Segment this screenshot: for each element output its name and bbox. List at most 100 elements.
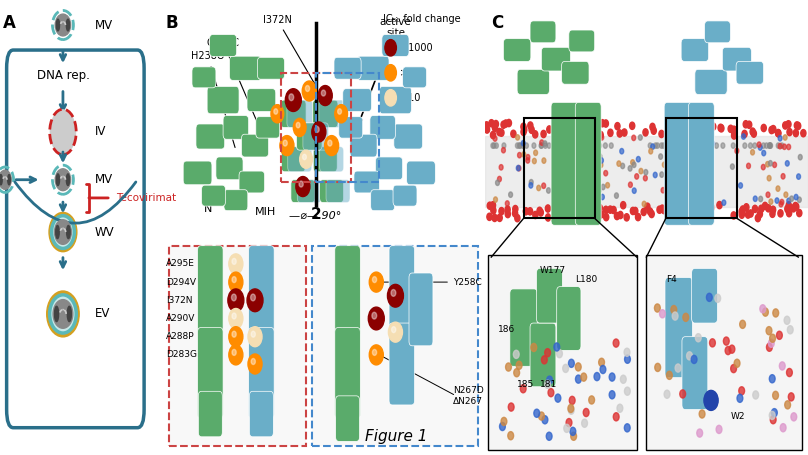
Circle shape: [744, 204, 749, 211]
Circle shape: [751, 150, 755, 155]
Circle shape: [686, 143, 690, 148]
Circle shape: [644, 170, 648, 175]
Circle shape: [667, 152, 671, 157]
FancyBboxPatch shape: [722, 47, 751, 71]
Circle shape: [789, 196, 793, 202]
Circle shape: [553, 343, 560, 351]
Circle shape: [392, 327, 396, 333]
FancyBboxPatch shape: [258, 57, 284, 79]
Circle shape: [598, 131, 604, 139]
Text: 185: 185: [517, 380, 534, 389]
Circle shape: [674, 132, 679, 140]
Circle shape: [312, 122, 326, 142]
Ellipse shape: [67, 306, 71, 322]
Circle shape: [786, 121, 791, 128]
Circle shape: [768, 339, 774, 347]
Circle shape: [515, 214, 520, 222]
Circle shape: [764, 143, 768, 148]
Circle shape: [325, 136, 339, 156]
Circle shape: [604, 206, 608, 213]
Circle shape: [487, 213, 492, 221]
Circle shape: [672, 175, 676, 181]
Circle shape: [547, 126, 552, 133]
Circle shape: [582, 166, 586, 172]
Circle shape: [649, 148, 653, 154]
Circle shape: [752, 205, 758, 212]
FancyBboxPatch shape: [169, 246, 306, 446]
FancyBboxPatch shape: [201, 185, 225, 206]
FancyBboxPatch shape: [250, 391, 273, 437]
Circle shape: [489, 120, 494, 127]
Circle shape: [653, 172, 657, 178]
Circle shape: [732, 130, 737, 137]
Circle shape: [766, 192, 770, 197]
Circle shape: [759, 205, 764, 212]
Circle shape: [521, 123, 526, 131]
Circle shape: [686, 143, 690, 148]
Circle shape: [797, 197, 802, 202]
Circle shape: [274, 109, 278, 114]
Circle shape: [577, 128, 582, 135]
Text: B: B: [166, 14, 179, 32]
Circle shape: [731, 132, 737, 139]
Circle shape: [699, 410, 705, 418]
Circle shape: [516, 135, 520, 140]
Circle shape: [654, 304, 660, 312]
Circle shape: [492, 124, 498, 131]
Circle shape: [659, 154, 663, 159]
FancyBboxPatch shape: [335, 246, 360, 337]
Circle shape: [784, 192, 788, 197]
Circle shape: [604, 120, 608, 127]
Ellipse shape: [56, 226, 59, 238]
Circle shape: [609, 143, 613, 148]
Circle shape: [753, 143, 757, 148]
FancyBboxPatch shape: [695, 69, 727, 95]
Circle shape: [784, 316, 790, 324]
Circle shape: [700, 122, 705, 130]
Circle shape: [645, 203, 650, 210]
Circle shape: [615, 193, 618, 198]
FancyBboxPatch shape: [320, 147, 343, 172]
Circle shape: [794, 194, 798, 200]
Circle shape: [668, 139, 672, 145]
Circle shape: [503, 120, 508, 127]
Circle shape: [633, 188, 636, 193]
Circle shape: [545, 214, 551, 221]
Circle shape: [388, 284, 403, 307]
Circle shape: [671, 305, 677, 313]
Circle shape: [762, 150, 766, 156]
Circle shape: [622, 129, 627, 136]
Circle shape: [617, 161, 621, 167]
Circle shape: [639, 168, 643, 174]
Circle shape: [531, 344, 537, 352]
Circle shape: [734, 359, 740, 367]
Circle shape: [335, 105, 347, 123]
Text: A288P: A288P: [166, 332, 194, 341]
Circle shape: [750, 128, 755, 135]
Circle shape: [509, 192, 512, 197]
Circle shape: [694, 143, 698, 148]
Circle shape: [599, 211, 604, 218]
Circle shape: [516, 143, 520, 148]
FancyBboxPatch shape: [380, 86, 411, 114]
Circle shape: [680, 126, 684, 133]
Circle shape: [782, 144, 786, 150]
Text: Tecovirimat: Tecovirimat: [116, 193, 176, 203]
Circle shape: [490, 202, 495, 209]
Circle shape: [753, 391, 759, 399]
Circle shape: [231, 294, 236, 301]
Circle shape: [621, 375, 626, 384]
Circle shape: [232, 331, 236, 337]
Circle shape: [617, 130, 622, 137]
Text: 186: 186: [498, 325, 515, 334]
Circle shape: [502, 143, 506, 148]
Circle shape: [786, 202, 791, 209]
Circle shape: [566, 124, 571, 131]
Circle shape: [700, 143, 704, 148]
Circle shape: [759, 196, 763, 202]
Circle shape: [647, 208, 653, 215]
Circle shape: [771, 126, 776, 133]
Circle shape: [499, 422, 505, 430]
Circle shape: [772, 309, 779, 317]
Circle shape: [718, 124, 723, 131]
